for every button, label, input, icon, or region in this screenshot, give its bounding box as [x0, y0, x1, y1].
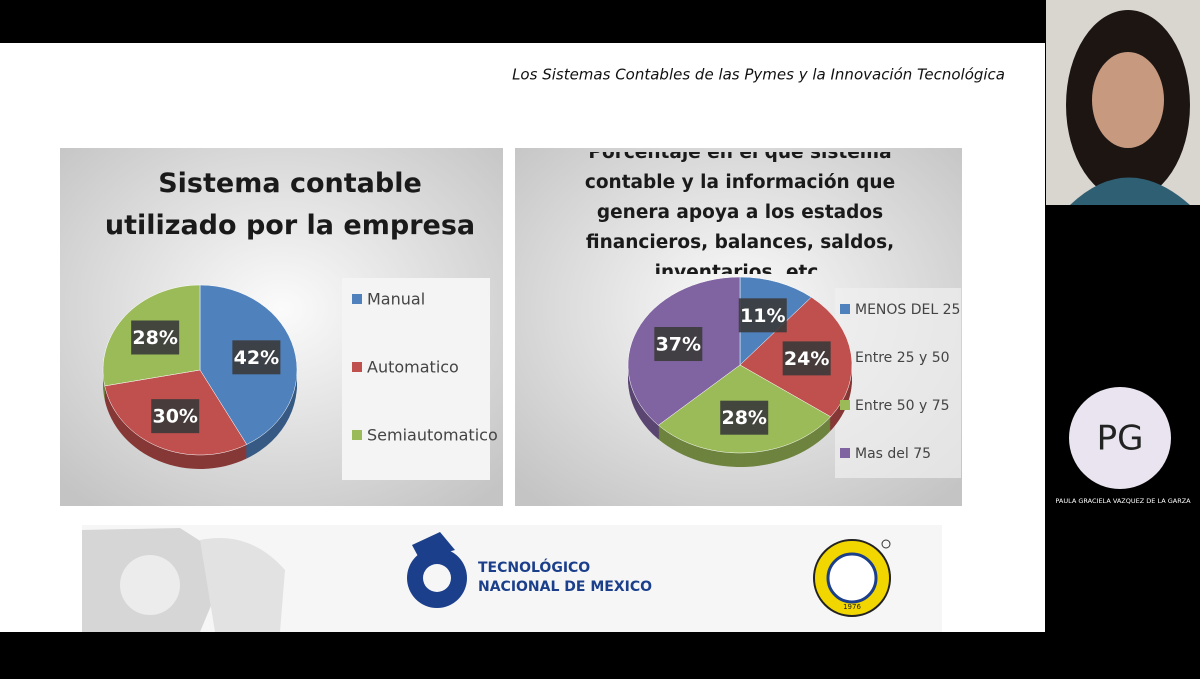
chart-title: Porcentaje en el que sistema contable y …	[584, 152, 896, 274]
data-label: 42%	[234, 347, 279, 369]
data-label-box	[782, 341, 831, 376]
legend-swatch	[840, 352, 850, 362]
legend-box	[342, 278, 490, 480]
data-label: 37%	[656, 334, 701, 356]
legend-swatch	[840, 448, 850, 458]
data-label-box	[720, 400, 769, 435]
data-label: 28%	[721, 407, 766, 429]
data-label: 30%	[152, 406, 197, 428]
slide-header: Los Sistemas Contables de las Pymes y la…	[512, 66, 1005, 84]
data-label: 28%	[132, 327, 177, 349]
legend-label: Automatico	[367, 358, 459, 377]
seal-logo	[813, 539, 891, 617]
avatar	[1069, 387, 1171, 489]
legend-swatch	[840, 400, 850, 410]
decor-graphic	[82, 528, 285, 632]
data-label: 11%	[740, 305, 785, 327]
chart-title-box: Sistema contable utilizado por la empres…	[104, 168, 476, 241]
legend-swatch	[352, 294, 362, 304]
legend-label: Entre 25 y 50	[855, 350, 950, 366]
legend-label: Semiautomatico	[367, 426, 498, 445]
legend-box	[835, 288, 961, 478]
legend-label: Mas del 75	[855, 446, 931, 462]
legend-label: MENOS DEL 25	[855, 302, 960, 318]
data-label-box	[131, 320, 180, 355]
avatar-initials: PG	[1097, 419, 1144, 459]
chart-title-box: Porcentaje en el que sistema contable y …	[584, 152, 896, 274]
data-label-box	[738, 298, 787, 333]
charts: 42% 30% 28% Manual Automatico Semiautomatico 1…	[102, 276, 960, 469]
webcam-video	[1046, 0, 1200, 205]
legend-label: Manual	[367, 290, 425, 309]
participant-name: PAULA GRACIELA VAZQUEZ DE LA GARZA	[1055, 497, 1191, 505]
data-label-box	[654, 327, 703, 362]
tecnm-logo	[407, 532, 467, 608]
logo-text: NACIONAL DE MEXICO	[478, 579, 652, 595]
legend-swatch	[352, 362, 362, 372]
logo-text: TECNOLÓGICO	[478, 558, 590, 576]
legend-label: Entre 50 y 75	[855, 398, 950, 414]
data-label: 24%	[784, 348, 829, 370]
legend-swatch	[352, 430, 362, 440]
seal-year: 1976	[843, 603, 861, 611]
data-label-box	[232, 340, 281, 375]
chart-title: Sistema contable utilizado por la empres…	[104, 168, 476, 241]
data-label-box	[151, 399, 200, 434]
legend-swatch	[840, 304, 850, 314]
